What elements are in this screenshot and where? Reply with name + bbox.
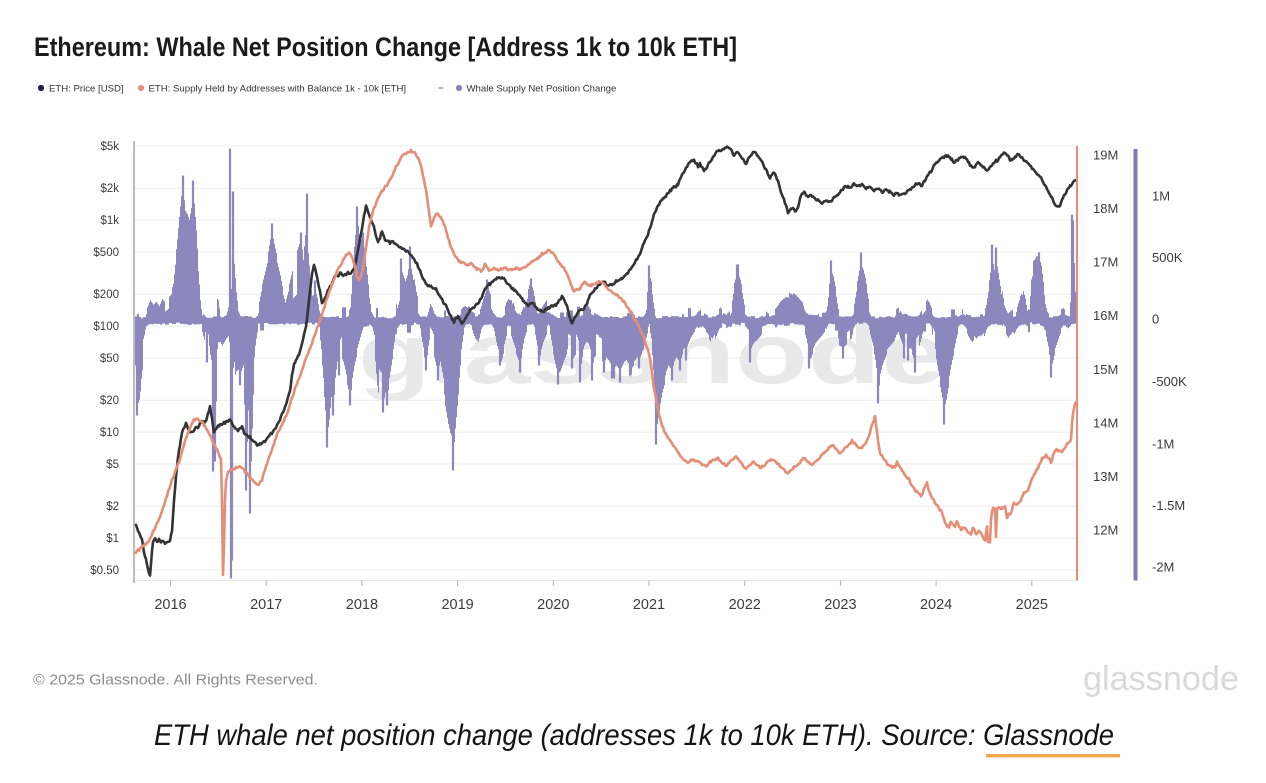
svg-text:2017: 2017 [250,597,282,613]
svg-text:19M: 19M [1093,148,1118,163]
svg-text:17M: 17M [1093,255,1118,270]
svg-text:ETH: Price [USD]: ETH: Price [USD] [49,84,124,95]
svg-text:$100: $100 [93,321,119,333]
svg-text:Whale Supply Net Position Chan: Whale Supply Net Position Change [467,84,617,95]
svg-text:$50: $50 [100,353,119,365]
svg-text:2018: 2018 [346,597,378,613]
svg-text:$5: $5 [106,459,119,471]
svg-text:16M: 16M [1093,308,1118,323]
svg-text:2025: 2025 [1016,597,1048,613]
svg-text:14M: 14M [1093,415,1118,430]
svg-text:$200: $200 [93,289,119,301]
svg-text:$1: $1 [106,533,119,545]
svg-text:-1M: -1M [1152,437,1174,452]
svg-text:2019: 2019 [441,597,473,613]
svg-text:2020: 2020 [537,597,569,613]
svg-text:500K: 500K [1152,250,1183,265]
svg-text:12M: 12M [1093,523,1118,538]
svg-text:$0.50: $0.50 [90,565,119,577]
svg-text:Ethereum: Whale Net Position C: Ethereum: Whale Net Position Change [Add… [34,32,737,62]
svg-text:ETH whale net position change: ETH whale net position change (addresses… [154,719,1114,752]
svg-text:ETH: Supply Held by Addresses: ETH: Supply Held by Addresses with Balan… [149,84,407,95]
svg-text:$5k: $5k [100,141,119,153]
svg-text:$1k: $1k [100,215,119,227]
svg-text:$500: $500 [93,247,119,259]
svg-text:glassnode: glassnode [1083,660,1239,698]
svg-text:$20: $20 [100,395,119,407]
svg-text:-2M: -2M [1152,560,1174,575]
svg-text:1M: 1M [1152,189,1170,204]
svg-text:0: 0 [1152,312,1159,327]
svg-text:2016: 2016 [154,597,186,613]
svg-text:$10: $10 [100,427,119,439]
svg-text:$2k: $2k [100,183,119,195]
svg-text:2021: 2021 [633,597,665,613]
svg-text:-500K: -500K [1152,374,1187,389]
svg-text:15M: 15M [1093,362,1118,377]
svg-text:18M: 18M [1093,201,1118,216]
svg-text:$2: $2 [106,501,119,513]
svg-text:13M: 13M [1093,469,1118,484]
svg-text:2022: 2022 [729,597,761,613]
svg-text:2023: 2023 [824,597,856,613]
svg-text:© 2025 Glassnode. All Rights R: © 2025 Glassnode. All Rights Reserved. [33,672,318,689]
svg-text:-1.5M: -1.5M [1152,498,1185,513]
svg-text:2024: 2024 [920,597,952,613]
